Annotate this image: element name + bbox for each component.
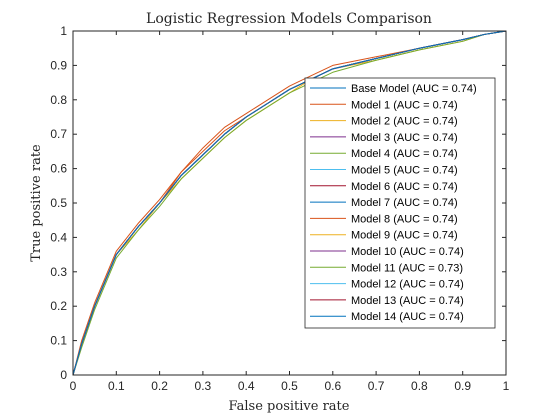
y-axis-label: True positive rate xyxy=(29,144,44,262)
x-tick-label: 0.9 xyxy=(454,379,471,393)
legend-label-9: Model 9 (AUC = 0.74) xyxy=(351,230,458,242)
y-tick-label: 0.3 xyxy=(50,265,67,279)
legend-label-7: Model 7 (AUC = 0.74) xyxy=(351,197,458,209)
y-tick-label: 0.6 xyxy=(50,162,67,176)
legend-label-8: Model 8 (AUC = 0.74) xyxy=(351,213,458,225)
legend-label-0: Base Model (AUC = 0.74) xyxy=(351,83,477,95)
x-tick-label: 0.4 xyxy=(238,379,255,393)
y-tick-label: 0 xyxy=(60,368,67,382)
x-tick-label: 0 xyxy=(70,379,77,393)
x-tick-label: 0.8 xyxy=(411,379,428,393)
y-tick-label: 0.8 xyxy=(50,93,67,107)
series-line-14 xyxy=(72,30,507,376)
y-tick-label: 0.1 xyxy=(50,334,67,348)
y-axis-ticks: 0 0.1 0.2 0.3 0.4 0.5 0.6 0.7 0.8 0.9 1 xyxy=(50,24,506,382)
x-axis-ticks: 0 0.1 0.2 0.3 0.4 0.5 0.6 0.7 0.8 0.9 1 xyxy=(70,31,510,393)
x-tick-label: 1 xyxy=(503,379,510,393)
series-line-11 xyxy=(72,30,507,376)
legend-label-13: Model 13 (AUC = 0.74) xyxy=(351,295,464,307)
y-tick-label: 0.2 xyxy=(50,299,67,313)
chart-title: Logistic Regression Models Comparison xyxy=(146,11,432,27)
legend-label-2: Model 2 (AUC = 0.74) xyxy=(351,116,458,128)
y-tick-label: 0.7 xyxy=(50,127,67,141)
series-layer xyxy=(72,30,507,376)
x-tick-label: 0.6 xyxy=(324,379,341,393)
y-tick-label: 0.5 xyxy=(50,196,67,210)
legend: Base Model (AUC = 0.74) Model 1 (AUC = 0.… xyxy=(304,77,496,329)
legend-items: Base Model (AUC = 0.74) Model 1 (AUC = 0.… xyxy=(310,83,477,323)
x-tick-label: 0.1 xyxy=(108,379,125,393)
legend-label-5: Model 5 (AUC = 0.74) xyxy=(351,165,458,177)
y-tick-label: 0.9 xyxy=(50,58,67,72)
legend-label-4: Model 4 (AUC = 0.74) xyxy=(351,148,458,160)
y-tick-label: 1 xyxy=(60,24,67,38)
legend-label-6: Model 6 (AUC = 0.74) xyxy=(351,181,458,193)
x-tick-label: 0.7 xyxy=(368,379,385,393)
y-tick-label: 0.4 xyxy=(50,230,67,244)
legend-label-10: Model 10 (AUC = 0.74) xyxy=(351,246,464,258)
x-tick-label: 0.5 xyxy=(281,379,298,393)
legend-label-3: Model 3 (AUC = 0.74) xyxy=(351,132,458,144)
legend-label-12: Model 12 (AUC = 0.74) xyxy=(351,279,464,291)
legend-box xyxy=(304,77,496,329)
x-tick-label: 0.3 xyxy=(195,379,212,393)
x-tick-label: 0.2 xyxy=(151,379,168,393)
legend-label-1: Model 1 (AUC = 0.74) xyxy=(351,99,458,111)
x-axis-label: False positive rate xyxy=(229,399,350,414)
legend-label-11: Model 11 (AUC = 0.73) xyxy=(351,262,463,274)
legend-label-14: Model 14 (AUC = 0.74) xyxy=(351,311,464,323)
